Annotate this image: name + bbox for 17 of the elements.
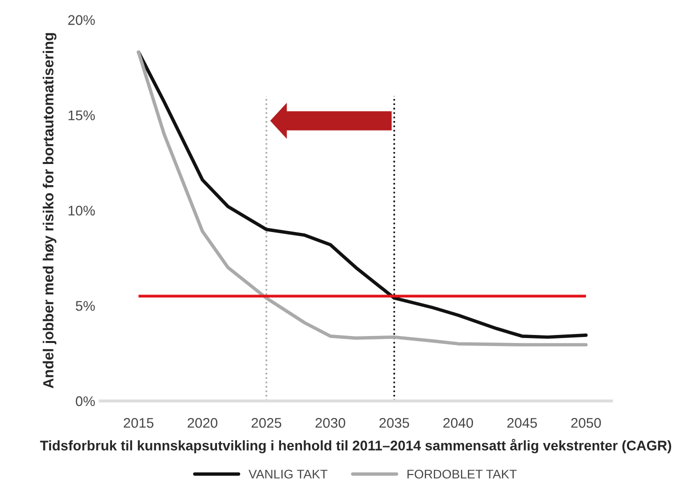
- y-tick-label: 20%: [68, 15, 95, 25]
- y-axis-title: Andel jobber med høy risiko for bortautomatisering: [42, 33, 56, 388]
- x-tick-label: 2030: [316, 418, 346, 428]
- legend-label: VANLIG TAKT: [248, 470, 328, 479]
- y-tick-label: 0%: [76, 396, 95, 406]
- x-tick-label: 2025: [252, 418, 282, 428]
- x-tick-label: 2015: [124, 418, 154, 428]
- x-tick-label: 2045: [507, 418, 537, 428]
- x-tick-label: 2020: [188, 418, 218, 428]
- y-tick-label: 15%: [68, 110, 95, 120]
- x-tick-label: 2040: [443, 418, 474, 428]
- y-tick-label: 10%: [68, 206, 95, 216]
- x-tick-label: 2035: [379, 418, 410, 428]
- y-tick-label: 5%: [76, 301, 95, 311]
- x-tick-label: 2050: [571, 418, 601, 428]
- x-axis-title: Tidsforbruk til kunnskapsutvikling i henhold til 2011–2014 sammensatt årlig vekstrenter (CAGR): [40, 438, 672, 454]
- legend-label: FORDOBLET TAKT: [408, 470, 517, 479]
